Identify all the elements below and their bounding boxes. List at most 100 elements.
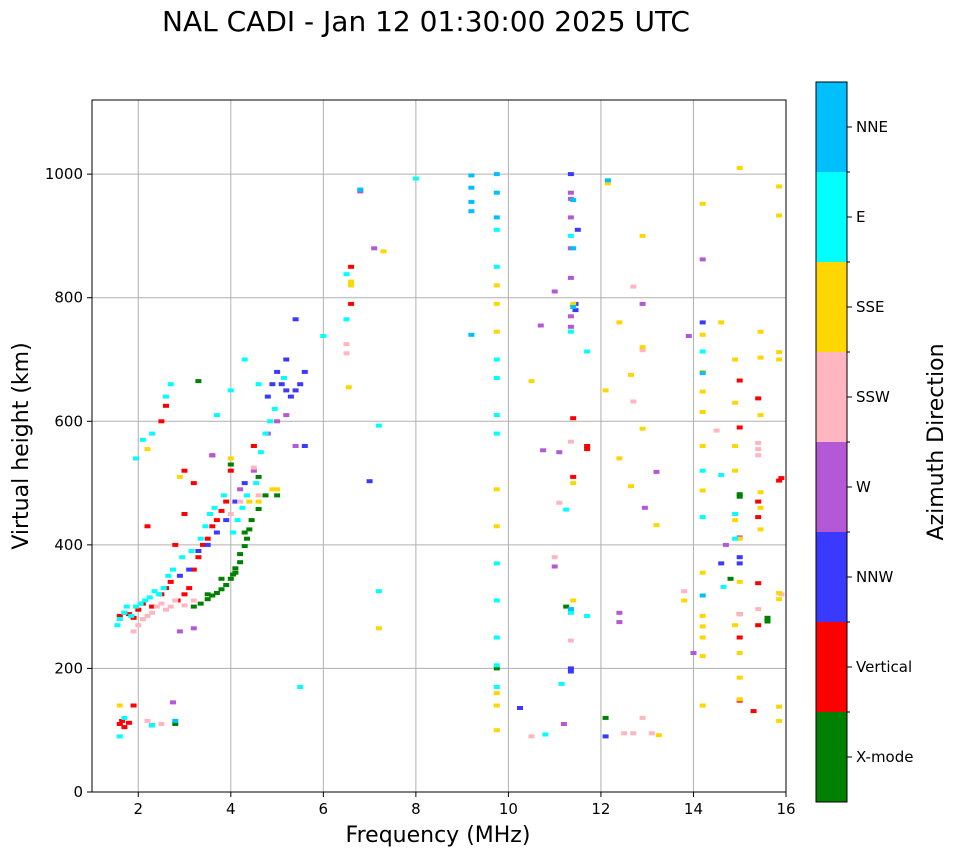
data-point-x-mode	[195, 379, 202, 384]
data-point-e	[123, 604, 130, 609]
data-point-e	[133, 604, 139, 609]
data-point-e	[542, 732, 549, 737]
data-point-vertical	[736, 635, 743, 640]
data-point-nne	[493, 172, 500, 177]
data-point-vertical	[144, 524, 151, 529]
data-point-x-mode	[241, 530, 248, 535]
x-axis: 2 4 6 8 10 12 14 16	[133, 792, 796, 818]
data-point-sse	[493, 283, 500, 288]
data-point-sse	[116, 703, 123, 708]
data-point-sse	[732, 357, 739, 362]
data-point-vertical	[736, 378, 743, 383]
data-point-e	[179, 555, 186, 560]
data-point-ssw	[153, 604, 160, 609]
data-point-e	[133, 456, 139, 461]
data-point-sse	[348, 279, 355, 284]
data-point-w	[292, 444, 299, 448]
x-tick-label: 6	[319, 800, 329, 818]
data-point-nnw	[736, 555, 743, 560]
data-point-e	[116, 617, 123, 621]
data-point-w	[551, 564, 558, 569]
y-tick-label: 600	[54, 412, 83, 430]
colorbar-swatch	[816, 712, 847, 802]
data-point-e	[197, 536, 204, 541]
data-point-nne	[699, 371, 706, 376]
data-point-ssw	[556, 500, 563, 505]
data-point-nnw	[574, 227, 581, 232]
data-point-sse	[757, 527, 764, 532]
data-point-ssw	[648, 731, 655, 736]
data-point-w	[690, 651, 697, 655]
data-point-e	[128, 613, 135, 618]
data-point-e	[262, 431, 269, 436]
data-point-w	[551, 289, 558, 294]
data-point-ssw	[158, 722, 165, 726]
data-point-vertical	[181, 512, 188, 516]
data-point-e	[720, 584, 727, 589]
y-tick-label: 200	[54, 659, 83, 677]
data-point-sse	[699, 444, 706, 448]
data-point-ssw	[639, 348, 646, 353]
data-point-sse	[736, 536, 743, 541]
data-point-ssw	[630, 284, 637, 289]
data-point-sse	[348, 283, 355, 288]
data-point-w	[616, 610, 623, 615]
data-point-nnw	[287, 394, 294, 399]
data-point-ssw	[681, 589, 688, 594]
data-point-e	[142, 598, 149, 603]
data-point-x-mode	[727, 576, 734, 581]
data-point-ssw	[144, 718, 151, 723]
data-point-sse	[699, 389, 706, 394]
data-point-e	[493, 663, 500, 668]
data-point-sse	[699, 488, 706, 493]
data-point-w	[639, 301, 646, 306]
data-point-vertical	[584, 447, 591, 452]
data-point-nnw	[292, 317, 299, 322]
data-point-ssw	[551, 555, 558, 560]
data-point-e	[584, 349, 591, 354]
data-point-e	[699, 349, 706, 354]
data-point-x-mode	[232, 570, 239, 575]
x-axis-label: Frequency (MHz)	[346, 823, 531, 848]
colorbar-swatch	[816, 82, 847, 172]
data-point-w	[722, 542, 729, 547]
data-point-ssw	[158, 601, 165, 606]
data-point-e	[207, 512, 213, 516]
data-point-ssw	[567, 439, 574, 444]
data-point-sse	[639, 233, 646, 238]
data-point-sse	[757, 490, 764, 495]
data-point-sse	[639, 345, 646, 350]
colorbar-frame	[815, 81, 848, 803]
data-point-nnw	[186, 567, 193, 572]
data-point-ssw	[755, 447, 762, 452]
data-point-vertical	[181, 592, 188, 597]
x-tick-label: 2	[133, 800, 143, 818]
data-point-nnw	[278, 382, 285, 387]
data-point-e	[244, 493, 250, 498]
data-point-x-mode	[197, 601, 204, 606]
data-point-sse	[493, 301, 500, 306]
data-point-e	[375, 589, 382, 594]
data-point-nnw	[176, 573, 183, 578]
data-point-nnw	[223, 518, 230, 523]
data-point-sse	[757, 413, 764, 418]
data-point-x-mode	[274, 493, 281, 498]
data-point-nne	[493, 215, 500, 220]
colorbar-label: W	[856, 478, 871, 496]
data-point-e	[149, 431, 156, 436]
data-point-sse	[345, 385, 352, 390]
data-point-nnw	[232, 499, 239, 504]
data-point-e	[220, 493, 227, 498]
data-point-w	[653, 469, 660, 474]
data-point-nnw	[517, 706, 523, 710]
data-point-e	[267, 419, 274, 424]
data-point-sse	[699, 613, 706, 618]
data-point-ssw	[172, 598, 179, 603]
data-point-w	[250, 468, 257, 473]
data-point-ssw	[755, 607, 762, 612]
data-point-x-mode	[764, 615, 771, 620]
data-point-vertical	[167, 579, 174, 584]
colorbar-swatch	[816, 262, 847, 352]
data-point-vertical	[348, 264, 355, 269]
